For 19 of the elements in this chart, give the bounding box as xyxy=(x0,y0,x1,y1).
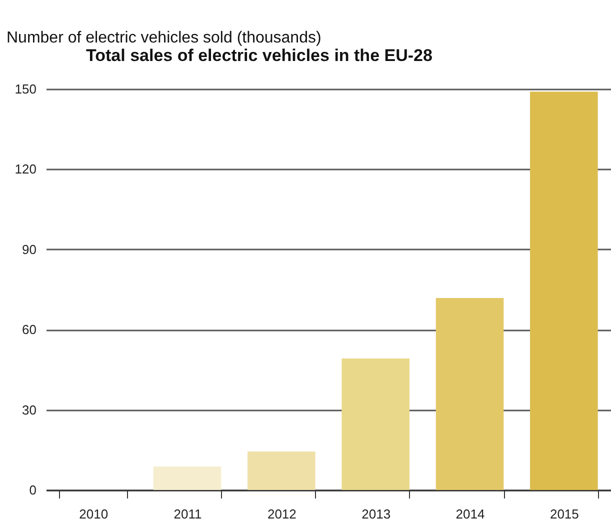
x-tick-label: 2011 xyxy=(174,506,202,522)
y-tick-label: 30 xyxy=(22,402,36,418)
x-tick-label: 2013 xyxy=(362,506,391,522)
bar xyxy=(530,92,598,490)
x-tick-label: 2014 xyxy=(456,506,485,522)
y-tick-label: 0 xyxy=(29,482,36,498)
x-tick-label: 2015 xyxy=(550,506,579,522)
y-axis-title: Number of electric vehicles sold (thousands) xyxy=(6,30,322,46)
y-tick-label: 90 xyxy=(22,242,36,257)
bar xyxy=(153,466,222,490)
y-tick-label: 150 xyxy=(14,82,36,96)
bar xyxy=(342,358,410,490)
y-tick-label: 120 xyxy=(14,162,36,177)
x-tick-label: 2012 xyxy=(267,506,296,522)
bar xyxy=(248,452,316,490)
x-tick-label: 2010 xyxy=(79,506,108,522)
chart-title: Total sales of electric vehicles in the EU-28 xyxy=(86,46,432,65)
y-tick-label: 60 xyxy=(22,322,36,338)
bar xyxy=(436,298,504,490)
